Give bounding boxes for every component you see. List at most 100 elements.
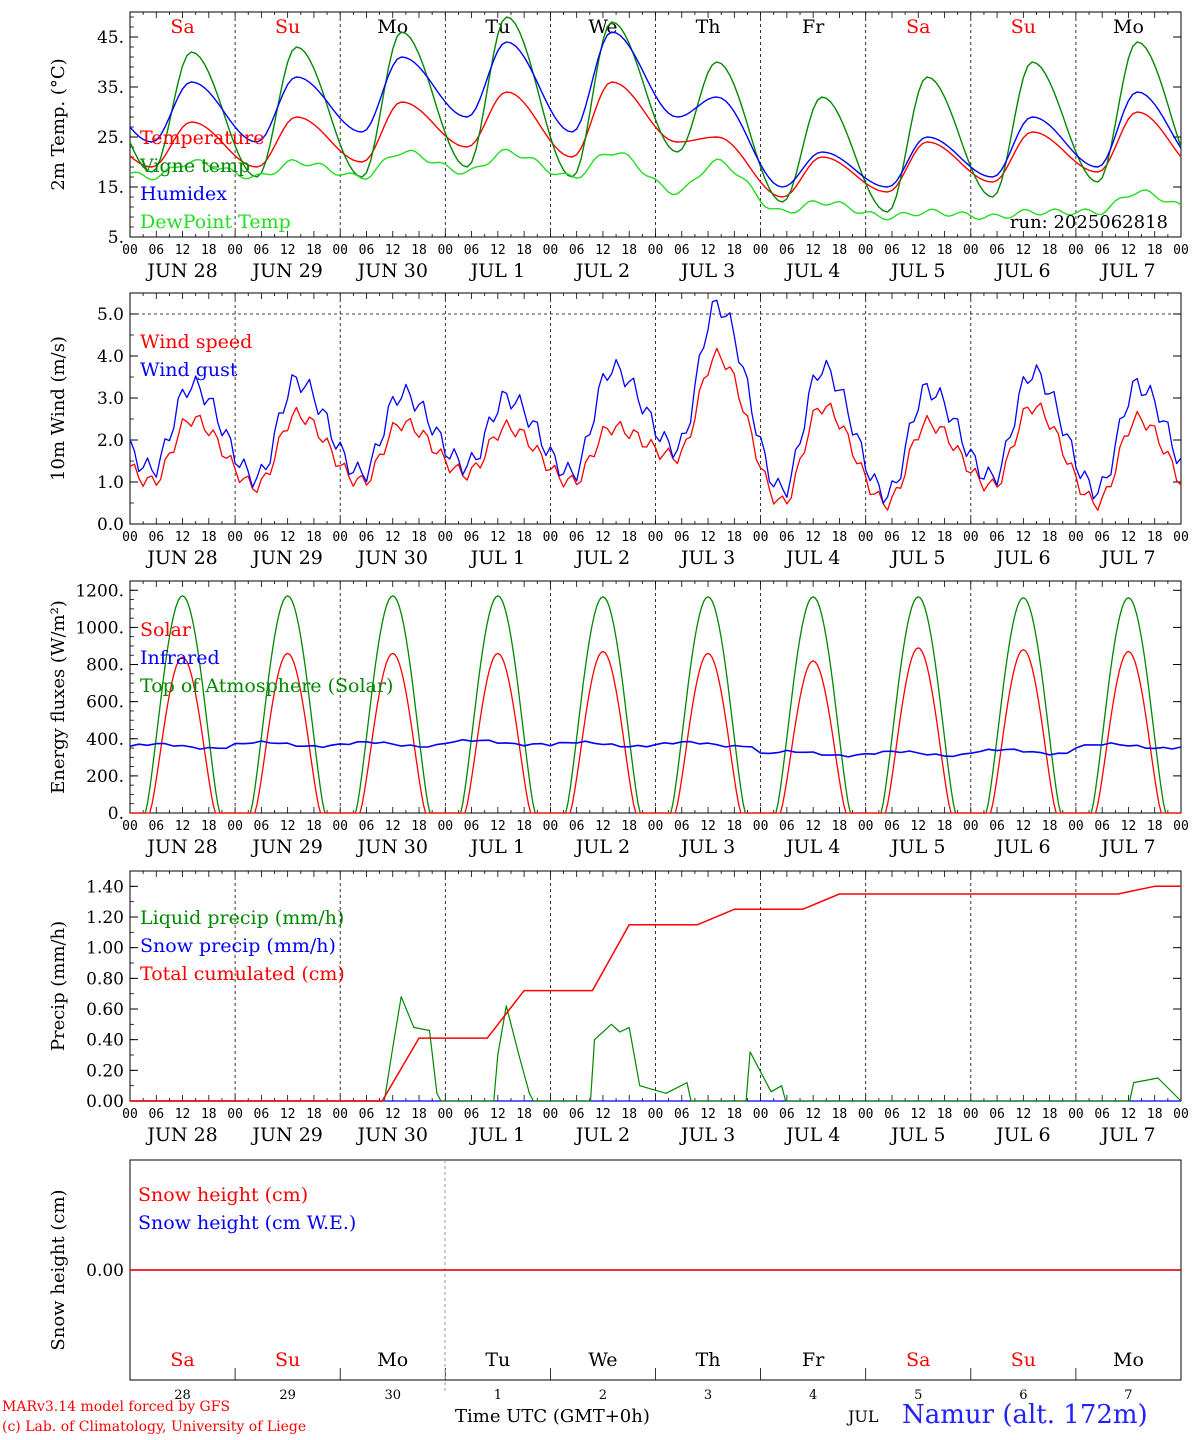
date-number: 29 xyxy=(279,1388,296,1403)
weekday-label: Sa xyxy=(170,16,194,38)
date-label: JUL 4 xyxy=(784,836,840,858)
hour-label: 18 xyxy=(516,1107,532,1122)
weekday-label: Su xyxy=(275,1349,300,1371)
hour-label: 12 xyxy=(280,1107,296,1122)
hour-label: 00 xyxy=(753,530,769,545)
series-line xyxy=(130,996,1182,1102)
hour-label: 06 xyxy=(989,1107,1005,1122)
hour-label: 06 xyxy=(1094,243,1110,258)
hour-label: 00 xyxy=(648,819,664,834)
hour-label: 00 xyxy=(858,819,874,834)
weekday-label: Sa xyxy=(170,1349,194,1371)
y-tick-label: 5. xyxy=(108,228,124,248)
hour-label: 18 xyxy=(516,243,532,258)
hour-label: 12 xyxy=(700,243,716,258)
hour-label: 06 xyxy=(569,1107,585,1122)
date-label: JUL 6 xyxy=(994,836,1050,858)
legend-entry: Top of Atmosphere (Solar) xyxy=(140,675,393,697)
month-label: JUL xyxy=(848,1407,879,1426)
legend-entry: Total cumulated (cm) xyxy=(140,963,345,985)
y-tick-label: 0.60 xyxy=(86,1000,124,1020)
hour-label: 12 xyxy=(700,1107,716,1122)
date-number: 30 xyxy=(384,1388,401,1403)
date-label: JUL 1 xyxy=(469,260,525,282)
hour-label: 06 xyxy=(148,819,164,834)
date-number: 28 xyxy=(174,1388,191,1403)
hour-label: 18 xyxy=(726,819,742,834)
y-tick-label: 0.00 xyxy=(86,1261,124,1281)
y-tick-label: 5.0 xyxy=(97,305,124,325)
date-number: 2 xyxy=(599,1388,607,1403)
hour-label: 12 xyxy=(1121,819,1137,834)
weekday-label: Fr xyxy=(802,1349,825,1371)
hour-label: 06 xyxy=(884,819,900,834)
hour-label: 12 xyxy=(490,819,506,834)
hour-label: 00 xyxy=(227,1107,243,1122)
y-tick-label: 15. xyxy=(97,178,124,198)
date-label: JUL 3 xyxy=(679,547,735,569)
weekday-label: Th xyxy=(696,1349,721,1371)
weekday-label: Su xyxy=(1011,1349,1036,1371)
hour-label: 18 xyxy=(306,819,322,834)
date-label: JUL 4 xyxy=(784,260,840,282)
date-label: JUN 28 xyxy=(145,836,217,858)
hour-label: 06 xyxy=(464,819,480,834)
hour-label: 00 xyxy=(963,1107,979,1122)
date-label: JUL 5 xyxy=(889,1124,945,1146)
hour-label: 18 xyxy=(1042,530,1058,545)
hour-label: 00 xyxy=(858,243,874,258)
hour-label: 00 xyxy=(437,1107,453,1122)
date-label: JUN 28 xyxy=(145,260,217,282)
y-tick-label: 35. xyxy=(97,78,124,98)
hour-label: 12 xyxy=(490,530,506,545)
date-label: JUN 29 xyxy=(250,260,322,282)
hour-label: 18 xyxy=(201,243,217,258)
hour-label: 06 xyxy=(674,1107,690,1122)
hour-label: 18 xyxy=(832,243,848,258)
weekday-label: Tu xyxy=(485,1349,510,1371)
date-number: 7 xyxy=(1124,1388,1132,1403)
date-label: JUL 3 xyxy=(679,1124,735,1146)
hour-label: 06 xyxy=(254,819,270,834)
hour-label: 12 xyxy=(805,530,821,545)
hour-label: 06 xyxy=(884,530,900,545)
hour-label: 06 xyxy=(989,530,1005,545)
date-label: JUL 3 xyxy=(679,836,735,858)
hour-label: 12 xyxy=(1121,243,1137,258)
hour-label: 06 xyxy=(254,1107,270,1122)
hour-label: 18 xyxy=(621,819,637,834)
y-tick-label: 0.0 xyxy=(97,515,124,535)
series-line xyxy=(129,81,1182,198)
hour-label: 12 xyxy=(490,243,506,258)
weekday-label: We xyxy=(588,1349,617,1371)
hour-label: 00 xyxy=(122,1107,138,1122)
hour-label: 00 xyxy=(543,243,559,258)
hour-label: 18 xyxy=(516,530,532,545)
hour-label: 12 xyxy=(280,243,296,258)
date-label: JUL 2 xyxy=(574,836,630,858)
date-label: JUL 7 xyxy=(1099,1124,1155,1146)
hour-label: 18 xyxy=(1042,243,1058,258)
date-label: JUN 30 xyxy=(356,1124,428,1146)
hour-label: 00 xyxy=(332,819,348,834)
y-tick-label: 800. xyxy=(86,656,124,676)
date-label: JUL 3 xyxy=(679,260,735,282)
hour-label: 18 xyxy=(832,1107,848,1122)
hour-label: 18 xyxy=(937,530,953,545)
date-label: JUN 28 xyxy=(145,1124,217,1146)
hour-label: 06 xyxy=(779,819,795,834)
hour-label: 18 xyxy=(1147,530,1163,545)
hour-label: 12 xyxy=(1016,530,1032,545)
hour-label: 00 xyxy=(858,530,874,545)
weekday-label: Su xyxy=(1011,16,1036,38)
hour-label: 00 xyxy=(332,243,348,258)
date-label: JUL 1 xyxy=(469,1124,525,1146)
date-label: JUN 30 xyxy=(356,547,428,569)
hour-label: 06 xyxy=(779,530,795,545)
hour-label: 06 xyxy=(1094,530,1110,545)
hour-label: 12 xyxy=(805,1107,821,1122)
hour-label: 18 xyxy=(937,243,953,258)
lab-credit: (c) Lab. of Climatology, University of L… xyxy=(2,1419,307,1435)
date-label: JUL 2 xyxy=(574,547,630,569)
